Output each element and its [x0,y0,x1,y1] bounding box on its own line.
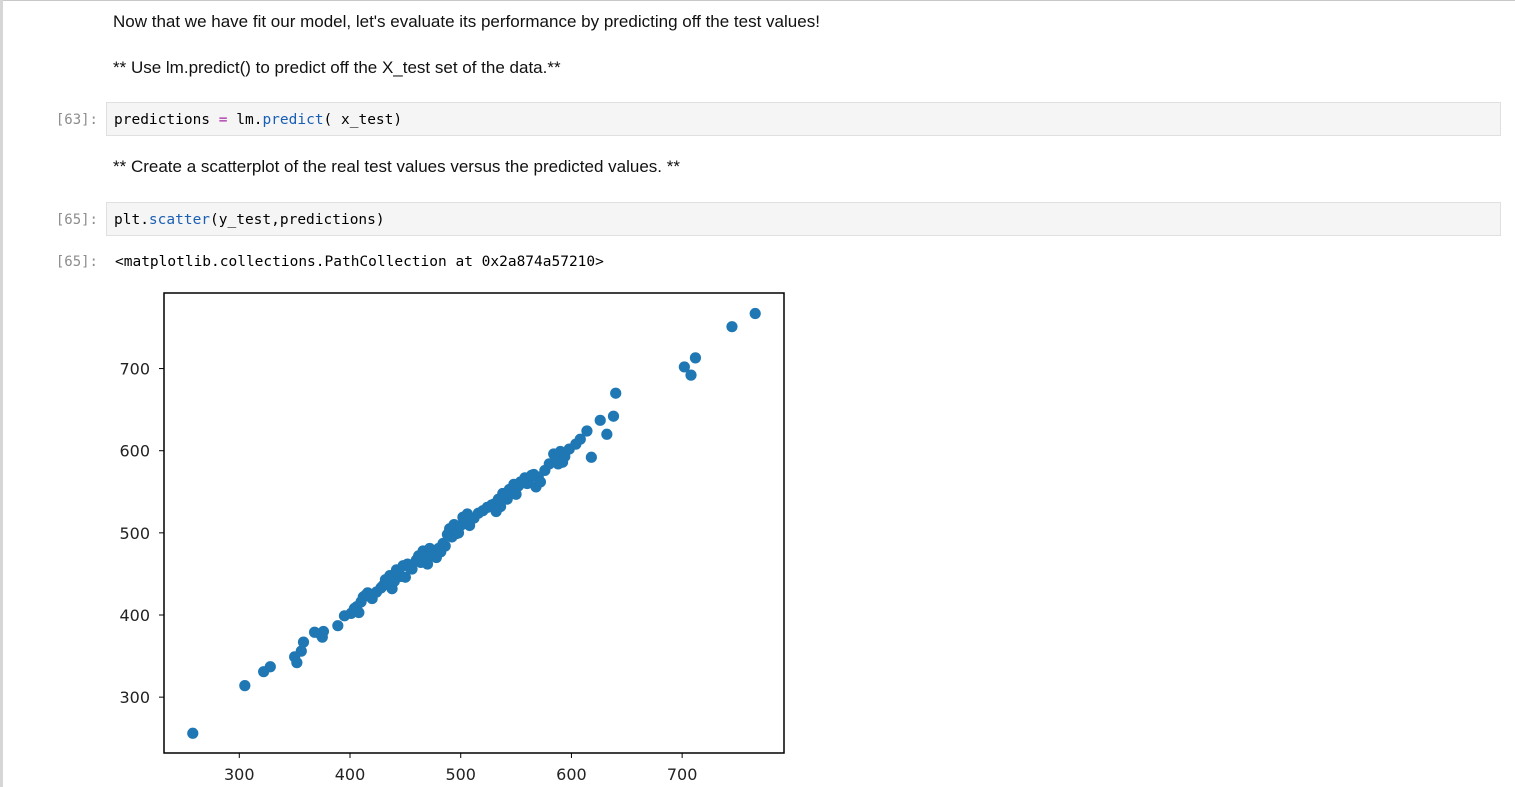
y-tick-label: 300 [119,688,150,707]
scatter-point [239,680,251,692]
top-divider [0,0,1515,1]
scatter-point [439,540,451,552]
code-operator: = [218,112,228,128]
y-axis: 300 400 500 600 700 [119,360,164,707]
cell-65-prompt: [65]: [55,212,98,228]
code-arguments: ( x_test) [323,112,403,128]
markdown-cell-instruction-predict: ** Use lm.predict() to predict off the X… [113,58,561,77]
y-tick-label: 500 [119,524,150,543]
scatter-point [187,727,199,739]
scatter-point [585,451,597,463]
code-function: scatter [148,212,211,228]
x-tick-label: 300 [224,765,255,784]
y-tick-label: 400 [119,606,150,625]
scatter-point [295,645,307,657]
scatter-point [317,625,330,638]
scatter-point [421,558,434,570]
code-function: predict [262,112,324,128]
x-axis: 300 400 500 600 700 [224,753,697,784]
code-object: plt. [114,212,149,228]
scatter-point [399,571,411,583]
axes-frame [163,292,785,754]
scatter-point [581,425,593,437]
output-65-prompt: [65]: [55,254,98,270]
scatter-point [594,414,606,426]
code-variable: predictions [114,112,211,128]
markdown-cell-intro: Now that we have fit our model, let's ev… [113,12,820,31]
x-tick-label: 400 [335,765,366,784]
scatter-point [291,657,303,669]
code-cell-63[interactable]: predictions = lm.predict( x_test) [106,102,1501,136]
x-tick-label: 500 [445,765,476,784]
scatter-point [574,433,586,445]
scatter-point [264,661,276,673]
cell-63-prompt: [63]: [55,112,98,128]
y-tick-label: 700 [119,360,150,379]
scatter-point [332,620,344,632]
scatter-point [353,606,365,619]
scatter-point [494,500,507,513]
x-tick-label: 700 [667,765,698,784]
code-cell-65[interactable]: plt.scatter(y_test,predictions) [106,202,1501,236]
scatter-point [601,428,613,440]
code-object: lm. [236,112,263,128]
scatter-point [726,321,738,333]
markdown-cell-instruction-scatter: ** Create a scatterplot of the real test… [113,157,680,176]
x-tick-label: 600 [556,765,587,784]
cell-margin-bar [0,0,3,787]
scatter-point [610,387,622,399]
scatter-point [534,476,547,488]
scatter-point [297,636,310,648]
scatter-point [607,410,620,422]
scatter-point [749,307,761,320]
scatter-point [685,369,697,381]
scatter-point [689,352,702,364]
output-65-text: <matplotlib.collections.PathCollection a… [115,254,604,270]
scatter-points [187,307,761,739]
scatter-plot: 300 400 500 600 700 300 400 500 600 700 [119,292,785,784]
scatter-point [678,361,690,373]
code-arguments: (y_test,predictions) [210,212,385,228]
scatter-point [406,563,418,575]
y-tick-label: 600 [119,442,150,461]
